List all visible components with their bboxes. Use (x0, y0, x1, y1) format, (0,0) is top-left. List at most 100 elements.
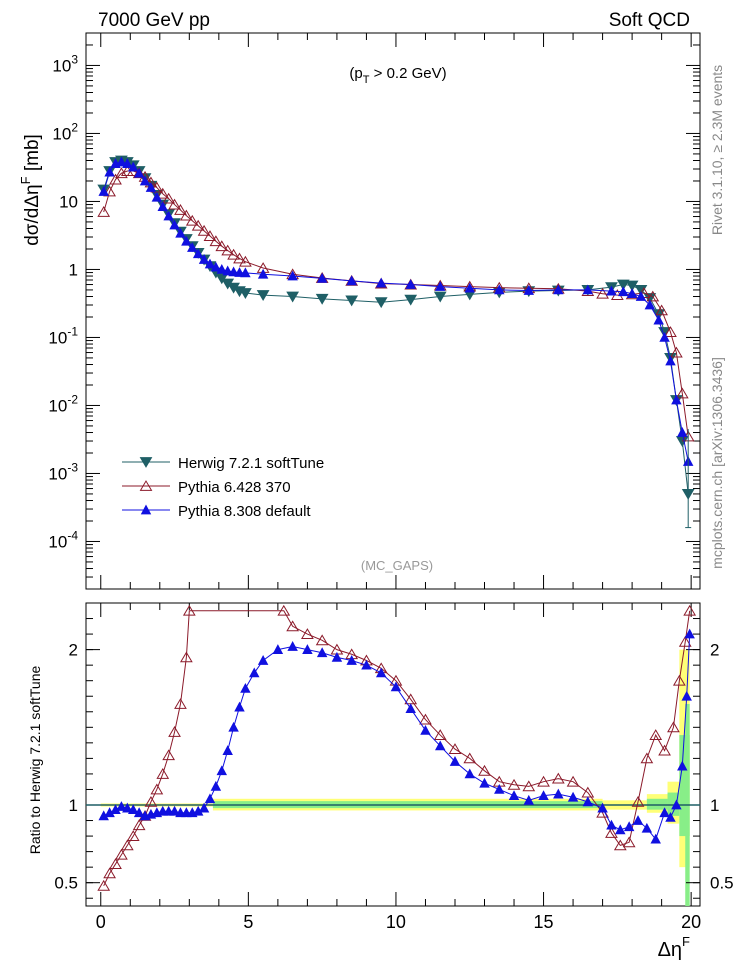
main-data-point (191, 219, 205, 231)
ratio-ylabel: Ratio to Herwig 7.2.1 softTune (27, 665, 43, 854)
main-panel-frame (85, 32, 701, 590)
ratio-data-point (433, 729, 447, 740)
main-data-point (404, 294, 418, 306)
ratio-data-point (120, 839, 134, 851)
main-data-point (346, 275, 357, 286)
main-data-point (168, 198, 181, 210)
ratio-data-point (122, 802, 133, 813)
main-data-point (239, 288, 252, 299)
ratio-data-point (649, 729, 663, 740)
main-data-point (227, 248, 240, 260)
main-series-layer (97, 155, 695, 529)
header-left: 7000 GeV pp (98, 10, 210, 31)
main-data-point (133, 167, 145, 178)
main-data-point (240, 267, 251, 278)
ratio-data-point (174, 698, 187, 709)
ratio-data-point (658, 744, 671, 756)
ratio-data-point (566, 775, 580, 787)
main-data-point (375, 277, 387, 288)
ratio-data-point (204, 793, 216, 804)
ratio-data-point (523, 794, 535, 805)
main-ylabel: dσ/dΔηF [mb] (18, 134, 43, 246)
rivet-side-label: Rivet 3.1.10, ≥ 2.3M events (709, 65, 725, 235)
main-series-2 (98, 156, 694, 466)
ratio-data-point (405, 703, 416, 714)
main-data-point (606, 285, 617, 296)
main-data-point (169, 219, 180, 230)
main-data-point (228, 266, 239, 277)
ratio-data-point (464, 768, 475, 779)
main-data-point (216, 263, 228, 274)
ratio-data-point (156, 767, 170, 779)
main-data-point (287, 270, 298, 281)
ratio-data-point (375, 667, 387, 678)
main-data-point (156, 187, 170, 199)
ratio-data-point (678, 635, 692, 647)
ratio-data-point (127, 804, 139, 815)
ratio-data-point (449, 756, 461, 766)
main-series-0 (97, 155, 695, 500)
legend-label: Herwig 7.2.1 softTune (178, 455, 324, 472)
ratio-data-point (315, 634, 329, 646)
main-data-point (625, 280, 639, 292)
ratio-data-point (479, 777, 490, 788)
main-data-point (670, 346, 683, 358)
main-data-point (233, 252, 246, 264)
main-data-point (187, 242, 198, 252)
ratio-panel-frame (85, 602, 701, 907)
ratio-data-point (126, 830, 140, 841)
ratio-data-point (240, 682, 251, 693)
legend-label: Pythia 6.428 370 (178, 479, 291, 496)
ratio-series-1 (98, 628, 695, 844)
main-data-point (665, 355, 676, 366)
main-data-point (653, 314, 664, 325)
main-series-line (103, 170, 689, 437)
main-data-point (185, 214, 199, 226)
ratio-ytick-label-right: 1 (710, 796, 719, 815)
ratio-ytick-label-left: 2 (69, 641, 78, 660)
main-data-point (523, 285, 535, 295)
main-data-point (97, 206, 111, 217)
ratio-data-point (671, 799, 682, 810)
main-data-point (163, 210, 174, 221)
main-data-point (139, 175, 151, 186)
ratio-data-point (606, 819, 617, 830)
ratio-data-point (133, 807, 145, 818)
ratio-data-point (97, 879, 111, 891)
main-ytick-label: 1 (69, 260, 78, 279)
main-data-point (677, 427, 688, 437)
main-data-point (104, 166, 115, 177)
main-data-point (215, 240, 229, 252)
main-data-point (582, 284, 594, 295)
ratio-data-point (132, 819, 146, 831)
source-side-label: mcplots.cern.ch [arXiv:1306.3436] (709, 357, 725, 569)
ratio-data-point (115, 848, 128, 860)
main-data-point (103, 185, 116, 197)
legend-label: Pythia 8.308 default (178, 503, 311, 520)
ratio-data-point (667, 721, 680, 733)
main-data-point (122, 158, 133, 168)
main-data-point (145, 182, 157, 192)
main-data-point (655, 304, 668, 316)
main-data-point (179, 209, 193, 221)
ratio-data-point (631, 795, 645, 807)
legend: Herwig 7.2.1 softTune Pythia 6.428 370 Pyt… (122, 455, 324, 520)
main-data-point (204, 258, 216, 269)
green-band (667, 792, 680, 816)
main-data-point (116, 156, 127, 167)
ratio-data-point (182, 604, 196, 616)
main-data-point (286, 291, 300, 303)
ratio-data-point (538, 790, 549, 801)
ratio-data-point (286, 620, 300, 632)
main-data-point (646, 290, 660, 302)
ratio-data-point (613, 839, 627, 851)
ratio-data-point (103, 867, 116, 879)
main-data-point (664, 326, 677, 337)
ratio-data-point (277, 604, 291, 616)
ratio-data-point (210, 780, 222, 791)
main-ytick-label: 10-4 (48, 528, 78, 551)
ratio-data-point (553, 788, 564, 799)
ratio-data-point (346, 655, 357, 665)
ratio-data-point (463, 752, 477, 764)
